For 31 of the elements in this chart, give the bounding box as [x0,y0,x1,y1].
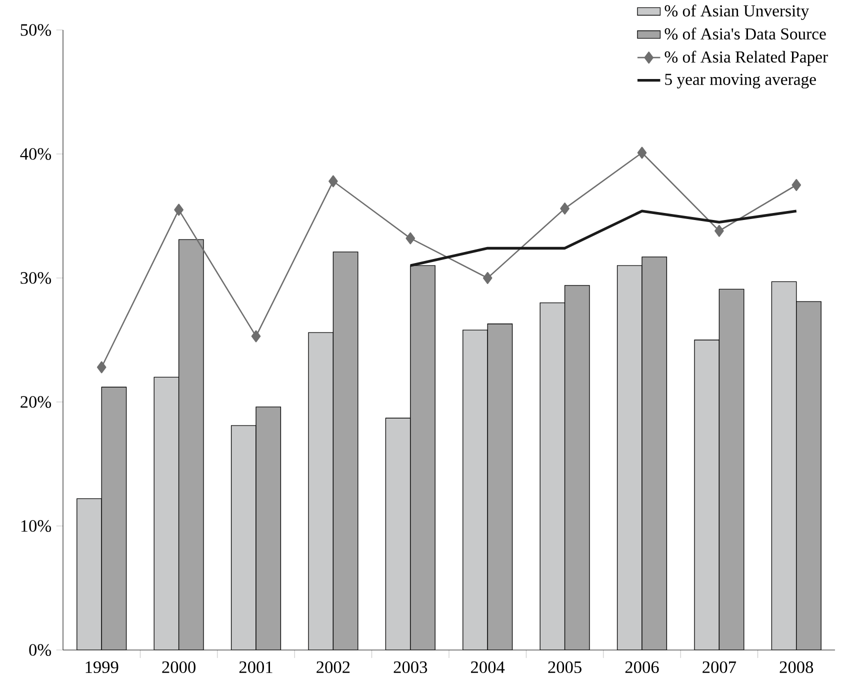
x-tick-label: 2002 [316,661,350,674]
point [328,175,338,188]
point [637,146,647,159]
legend-label: 5 year moving average [665,74,816,88]
point [251,330,261,342]
legend-label: % of Asian Unversity [664,4,810,20]
point [406,232,416,244]
point [792,178,802,191]
y-tick-label: 30% [20,272,52,284]
y-tick-label: 40% [20,148,52,160]
x-tick-label: 1999 [86,661,118,674]
x-tick-label: 2006 [625,661,659,674]
x-tick-label: 2000 [162,661,196,674]
point [174,204,184,216]
point [482,272,492,284]
x-tick-label: 2008 [780,661,814,674]
point [560,202,570,215]
x-tick-label: 2001 [239,661,272,674]
y-tick-label: 0% [29,644,52,656]
y-tick-label: 20% [20,396,52,408]
y-tick-label: 50% [20,24,52,36]
point [96,361,106,374]
x-tick-label: 2007 [702,661,736,674]
legend-label: % of Asia Related Paper [664,50,828,66]
x-tick-label: 2004 [471,661,505,674]
line-series [409,210,798,267]
point [714,224,724,237]
x-tick-label: 2005 [548,661,582,674]
y-tick-label: 10% [21,520,52,532]
x-tick-label: 2003 [394,661,428,674]
legend-label: % of Asia's Data Source [664,28,826,40]
